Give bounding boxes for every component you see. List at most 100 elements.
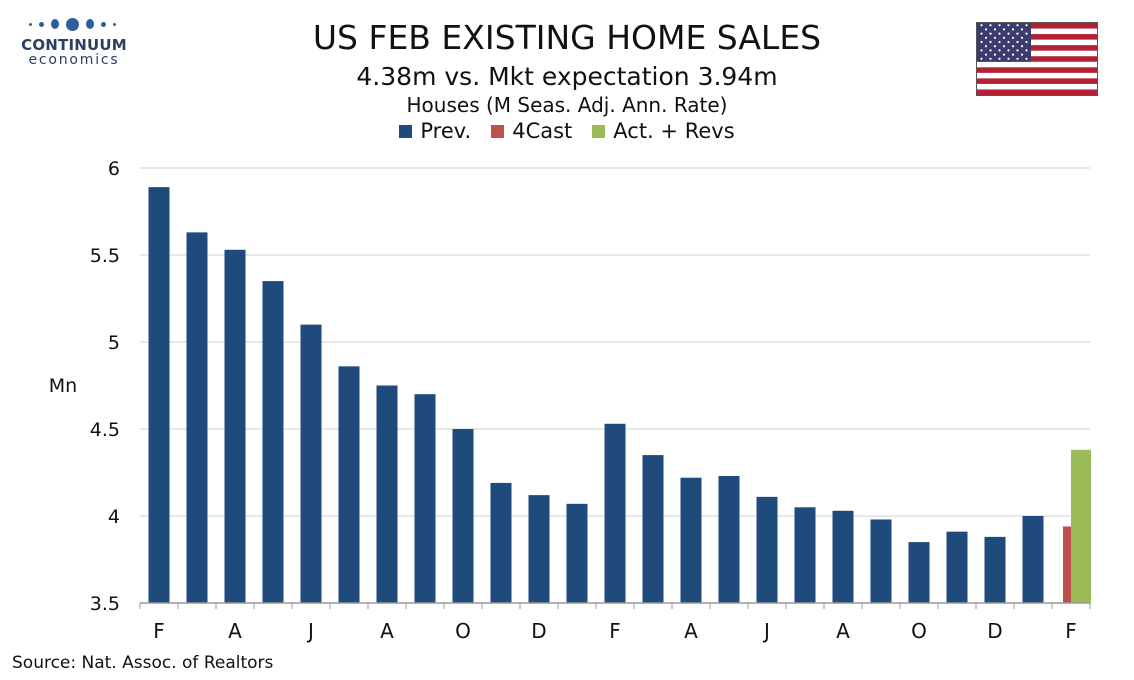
bar-prev <box>338 366 360 603</box>
y-tick-label: 4.5 <box>90 419 120 441</box>
bar-prev <box>680 477 702 603</box>
legend-label-4cast: 4Cast <box>512 119 573 143</box>
x-tick-label: F <box>153 619 165 643</box>
flag-star-icon <box>1016 57 1019 60</box>
legend-swatch-actual <box>592 124 606 138</box>
bar-prev <box>946 531 968 603</box>
flag-star-icon <box>1007 32 1010 35</box>
y-tick-label: 5.5 <box>90 245 120 267</box>
x-tick-label: A <box>380 619 394 643</box>
flag-star-icon <box>1011 45 1015 48</box>
flag-star-icon <box>1011 28 1015 31</box>
legend-item-4cast: 4Cast <box>491 119 572 143</box>
y-axis-label: Mn <box>49 375 77 397</box>
bar-prev <box>870 519 892 603</box>
bar-prev <box>376 385 398 603</box>
flag-star-icon <box>1020 45 1024 48</box>
x-tick-label: J <box>762 619 770 643</box>
chart-unit-line: Houses (M Seas. Adj. Ann. Rate) <box>406 93 728 117</box>
flag-star-icon <box>989 32 992 35</box>
flag-star-icon <box>984 53 988 56</box>
bar-prev <box>794 507 816 603</box>
x-tick-label: F <box>1065 619 1077 643</box>
legend-swatch-prev <box>399 124 413 138</box>
x-tick-label: A <box>684 619 698 643</box>
bar-prev <box>148 187 170 603</box>
flag-star-icon <box>1020 53 1024 56</box>
bar-prev <box>604 423 626 603</box>
continuum-logo: CONTINUUM economics <box>14 14 134 68</box>
flag-star-icon <box>1025 49 1028 52</box>
flag-star-icon <box>984 45 988 48</box>
x-tick-label: O <box>911 619 927 643</box>
x-tick-label: D <box>531 619 546 643</box>
logo-dots-icon <box>18 14 126 34</box>
legend-item-actual: Act. + Revs <box>592 119 735 143</box>
flag-star-icon <box>980 24 983 27</box>
chart-title: US FEB EXISTING HOME SALES <box>312 18 822 57</box>
flag-star-icon <box>989 57 992 60</box>
flag-star-icon <box>1011 53 1015 56</box>
y-tick-label: 4 <box>108 506 120 528</box>
flag-star-icon <box>998 49 1001 52</box>
flag-star-icon <box>1016 49 1019 52</box>
bar-prev <box>414 394 436 603</box>
flag-star-icon <box>1007 40 1010 44</box>
flag-star-icon <box>989 49 992 52</box>
flag-star-icon <box>1007 49 1010 52</box>
x-tick-label: J <box>306 619 314 643</box>
bar-prev <box>908 542 930 603</box>
legend-label-prev: Prev. <box>420 119 472 143</box>
chart-legend: Prev. 4Cast Act. + Revs <box>0 119 1134 143</box>
flag-star-icon <box>980 32 983 35</box>
y-tick-label: 5 <box>108 332 120 354</box>
flag-star-icon <box>1011 36 1015 39</box>
flag-star-icon <box>980 57 983 60</box>
flag-star-icon <box>993 36 997 39</box>
flag-star-icon <box>1016 24 1019 27</box>
chart-subtitle: 4.38m vs. Mkt expectation 3.94m <box>356 62 778 91</box>
flag-star-icon <box>1025 24 1028 27</box>
logo-wordmark: CONTINUUM <box>21 36 127 54</box>
source-note: Source: Nat. Assoc. of Realtors <box>12 653 274 673</box>
flag-star-icon <box>1002 36 1006 39</box>
flag-star-icon <box>989 24 992 27</box>
x-tick-label: O <box>455 619 471 643</box>
bar-prev <box>756 496 778 603</box>
us-flag-icon <box>976 22 1098 96</box>
bar-prev <box>186 232 208 603</box>
y-tick-label: 3.5 <box>90 593 120 615</box>
flag-star-icon <box>1002 45 1006 48</box>
bar-prev <box>262 281 284 603</box>
bar-actual <box>1071 449 1091 603</box>
flag-star-icon <box>1025 40 1028 44</box>
flag-star-icon <box>1007 57 1010 60</box>
x-tick-label: F <box>609 619 621 643</box>
legend-label-actual: Act. + Revs <box>613 119 735 143</box>
flag-star-icon <box>1016 32 1019 35</box>
bar-prev <box>1022 516 1044 603</box>
bars <box>148 187 1091 603</box>
flag-star-icon <box>1007 24 1010 27</box>
logo-tagline: economics <box>28 52 120 68</box>
flag-star-icon <box>998 40 1001 44</box>
bar-prev <box>528 495 550 603</box>
x-tick-label: A <box>836 619 850 643</box>
flag-star-icon <box>989 40 992 44</box>
flag-star-icon <box>980 49 983 52</box>
axes: 6 5.5 5 4.5 4 3.5 F A J A O D F A J A O D F <box>90 158 1091 643</box>
flag-star-icon <box>1025 57 1028 60</box>
flag-star-icon <box>980 40 983 44</box>
bar-prev <box>832 510 854 603</box>
flag-star-icon <box>1016 40 1019 44</box>
flag-star-icon <box>993 28 997 31</box>
bar-prev <box>566 503 588 603</box>
bar-prev <box>452 429 474 603</box>
flag-star-icon <box>1020 28 1024 31</box>
bar-prev <box>718 475 740 603</box>
legend-swatch-4cast <box>491 124 505 138</box>
flag-star-icon <box>993 45 997 48</box>
flag-star-icon <box>993 53 997 56</box>
flag-star-icon <box>984 28 988 31</box>
